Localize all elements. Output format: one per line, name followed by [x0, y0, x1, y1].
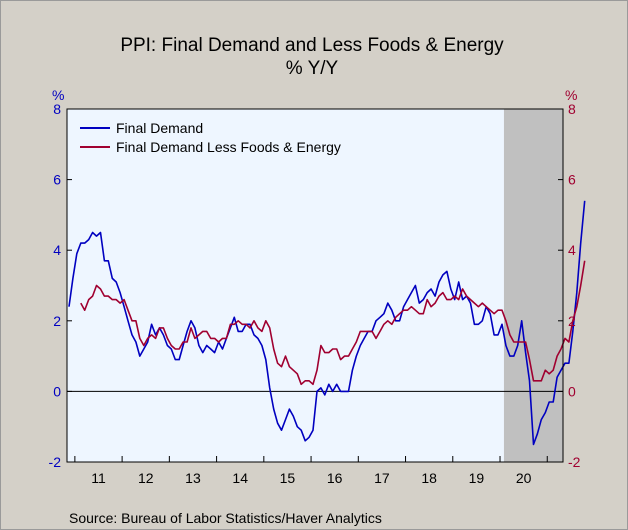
y-tick-label-left: 8	[53, 101, 61, 117]
chart-subtitle: % Y/Y	[286, 58, 339, 79]
x-tick-label: 11	[91, 470, 106, 486]
y-tick-label-right: 4	[568, 242, 576, 258]
y-tick-label-right: 0	[568, 383, 576, 399]
x-tick-label: 17	[374, 470, 390, 486]
x-tick-label: 19	[469, 470, 485, 486]
y-tick-label-left: 6	[53, 172, 61, 188]
x-tick-label: 15	[280, 470, 296, 486]
x-tick-label: 16	[327, 470, 343, 486]
y-tick-label-left: 4	[53, 242, 61, 258]
x-tick-label: 14	[232, 470, 248, 486]
y-tick-label-right: -2	[568, 454, 581, 470]
recession-shading	[503, 109, 563, 462]
y-tick-label-left: 0	[53, 383, 61, 399]
left-axis-unit: %	[52, 87, 64, 103]
series-line-less-foods-energy	[80, 260, 586, 386]
legend: Final Demand Final Demand Less Foods & E…	[80, 120, 341, 155]
y-tick-label-right: 8	[568, 101, 576, 117]
right-axis-unit: %	[565, 87, 577, 103]
source-note: Source: Bureau of Labor Statistics/Haver…	[69, 510, 382, 526]
series-line-final-demand	[68, 200, 586, 446]
legend-label-final-demand: Final Demand	[116, 120, 203, 136]
legend-label-less-foods-energy: Final Demand Less Foods & Energy	[116, 139, 341, 155]
y-tick-label-right: 2	[568, 313, 576, 329]
x-tick-label: 12	[138, 470, 154, 486]
x-tick-label: 20	[516, 470, 532, 486]
plot-border	[66, 108, 564, 463]
x-tick-label: 18	[421, 470, 437, 486]
y-tick-label-left: -2	[49, 454, 62, 470]
chart-title: PPI: Final Demand and Less Foods & Energ…	[120, 35, 504, 56]
y-tick-label-left: 2	[53, 313, 61, 329]
x-tick-label: 13	[185, 470, 201, 486]
y-tick-label-right: 6	[568, 172, 576, 188]
